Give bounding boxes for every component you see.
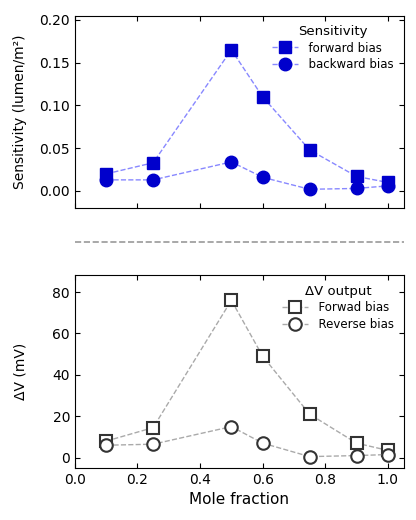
  backward bias — [307, 186, 312, 192]
Y-axis label: Sensitivity (lumen/m²): Sensitivity (lumen/m²) — [13, 35, 27, 189]
Line:   Reverse bias: Reverse bias — [100, 420, 394, 463]
  backward bias — [104, 177, 109, 183]
Legend:   forward bias,   backward bias: forward bias, backward bias — [268, 21, 398, 75]
  forward bias — [260, 94, 265, 100]
  Forwad bias — [385, 447, 390, 453]
  backward bias — [151, 177, 156, 183]
  backward bias — [354, 185, 359, 191]
  Reverse bias — [354, 452, 359, 459]
  Forwad bias — [307, 411, 312, 417]
  forward bias — [354, 173, 359, 179]
  Forwad bias — [354, 440, 359, 446]
  Reverse bias — [385, 451, 390, 458]
  Reverse bias — [151, 441, 156, 447]
  forward bias — [151, 160, 156, 166]
  Reverse bias — [229, 423, 234, 430]
Y-axis label: ΔV (mV): ΔV (mV) — [13, 343, 27, 400]
Line:   Forwad bias: Forwad bias — [100, 294, 394, 457]
Line:   forward bias: forward bias — [100, 44, 394, 189]
  Reverse bias — [104, 442, 109, 448]
  forward bias — [307, 147, 312, 153]
  backward bias — [229, 159, 234, 165]
  forward bias — [104, 171, 109, 177]
  forward bias — [229, 47, 234, 53]
  Forwad bias — [229, 297, 234, 304]
  Forwad bias — [151, 424, 156, 431]
  Reverse bias — [307, 453, 312, 460]
  forward bias — [385, 179, 390, 186]
  Forwad bias — [260, 353, 265, 359]
  Reverse bias — [260, 440, 265, 446]
  backward bias — [385, 183, 390, 189]
X-axis label: Mole fraction: Mole fraction — [189, 492, 289, 508]
  Forwad bias — [104, 438, 109, 444]
Line:   backward bias: backward bias — [100, 155, 394, 196]
  backward bias — [260, 174, 265, 180]
Legend:   Forwad bias,   Reverse bias: Forwad bias, Reverse bias — [278, 281, 398, 334]
